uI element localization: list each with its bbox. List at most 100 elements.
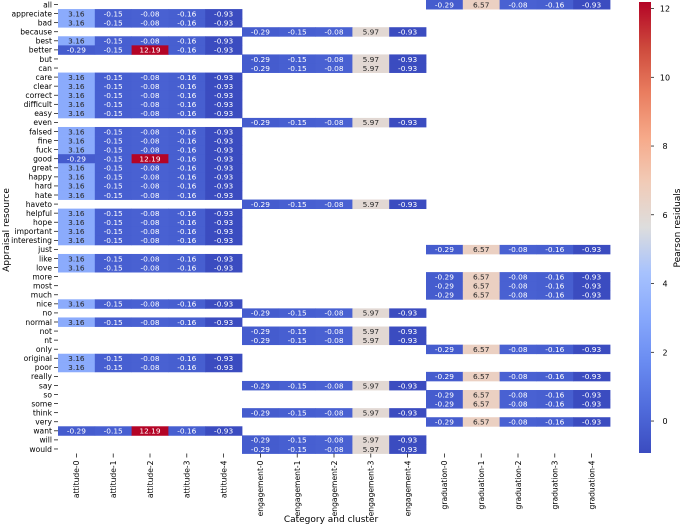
cell-value-label: -0.15 <box>104 427 123 436</box>
heatmap-cell <box>205 362 243 373</box>
heatmap-cell <box>389 408 427 418</box>
cell-value-label: -0.29 <box>251 336 270 345</box>
cell-value-label: 3.16 <box>68 109 85 118</box>
y-tick-label: not <box>40 327 52 336</box>
cell-value-label: -0.93 <box>214 300 233 309</box>
cell-value-label: 5.97 <box>363 445 380 454</box>
cell-value-label: -0.08 <box>324 28 343 37</box>
heatmap-cell <box>536 399 574 409</box>
heatmap-cell <box>462 290 500 300</box>
cell-value-label: -0.08 <box>324 408 343 417</box>
cell-value-label: -0.08 <box>508 390 527 399</box>
heatmap-cell <box>58 108 96 119</box>
heatmap-cell <box>94 190 132 200</box>
heatmap-cell <box>426 399 464 409</box>
cell-value-label: -0.15 <box>288 309 307 318</box>
cell-value-label: 3.16 <box>68 254 85 263</box>
heatmap-cell <box>205 154 243 164</box>
heatmap-cell <box>426 344 464 355</box>
heatmap-cell <box>462 244 500 255</box>
cell-value-label: -0.15 <box>104 145 123 154</box>
cell-value-label: -0.16 <box>177 173 196 182</box>
heatmap-cell <box>462 272 500 282</box>
cell-value-label: -0.29 <box>435 282 454 291</box>
y-tick-label: want <box>33 427 52 436</box>
heatmap-cell <box>131 99 169 110</box>
heatmap-cell <box>94 72 132 83</box>
cell-value-label: -0.15 <box>104 191 123 200</box>
heatmap-cell <box>536 371 574 382</box>
cell-value-label: -0.29 <box>435 390 454 399</box>
heatmap-cell <box>168 9 206 19</box>
x-tick-label: engagement-1 <box>293 460 302 516</box>
cell-value-label: -0.08 <box>140 363 159 372</box>
cell-value-label: -0.16 <box>545 245 564 254</box>
heatmap-cell <box>205 426 243 436</box>
heatmap-cell <box>168 18 206 28</box>
cell-value-label: -0.16 <box>545 272 564 281</box>
heatmap-cell <box>58 154 96 164</box>
cell-value-label: -0.93 <box>398 118 417 127</box>
heatmap-cell <box>58 81 96 92</box>
heatmap-cell <box>168 299 206 309</box>
cell-value-label: -0.08 <box>324 381 343 390</box>
heatmap-cell <box>168 172 206 182</box>
heatmap-cell <box>426 290 464 300</box>
cell-value-label: -0.16 <box>545 399 564 408</box>
cell-value-label: -0.15 <box>288 118 307 127</box>
y-tick-label: correct <box>25 91 52 100</box>
cell-value-label: -0.16 <box>545 0 564 9</box>
heatmap-cell <box>205 90 243 101</box>
cell-value-label: -0.16 <box>545 390 564 399</box>
cell-value-label: -0.93 <box>214 109 233 118</box>
heatmap-cell <box>205 126 243 137</box>
cell-value-label: -0.08 <box>324 64 343 73</box>
cell-value-label: -0.08 <box>324 327 343 336</box>
heatmap-cell <box>352 335 390 346</box>
heatmap-cell <box>131 181 169 191</box>
cell-value-label: -0.29 <box>251 445 270 454</box>
cell-value-label: -0.93 <box>214 191 233 200</box>
cell-annotations: -0.29 6.57 -0.08 -0.16 -0.933.16 -0.15 -0.08 -0… <box>67 0 602 453</box>
heatmap-cell <box>315 199 353 210</box>
heatmap-cell <box>58 190 96 200</box>
cell-value-label: -0.93 <box>214 155 233 164</box>
heatmap-cell <box>389 326 427 336</box>
cell-value-label: 12.19 <box>139 155 160 164</box>
cell-value-label: -0.93 <box>214 82 233 91</box>
cell-value-label: 5.97 <box>363 200 380 209</box>
cell-value-label: -0.93 <box>582 282 601 291</box>
heatmap-cell <box>278 408 316 418</box>
heatmap-cell <box>205 163 243 173</box>
heatmap-cell <box>131 353 169 364</box>
heatmap-cell <box>94 145 132 155</box>
cell-value-label: -0.93 <box>214 91 233 100</box>
heatmap-cell <box>94 362 132 373</box>
cell-value-label: -0.15 <box>104 263 123 272</box>
heatmap-cell <box>131 217 169 228</box>
cell-value-label: -0.08 <box>324 55 343 64</box>
heatmap-cell <box>242 435 280 445</box>
cell-value-label: -0.93 <box>214 263 233 272</box>
heatmap-cell <box>205 353 243 364</box>
heatmap-cell <box>499 290 537 300</box>
y-tick-label: great <box>32 164 52 173</box>
heatmap-cell <box>278 27 316 37</box>
colorbar-tick-label: 2 <box>662 348 667 357</box>
y-tick-label: can <box>38 64 52 73</box>
cell-value-label: 3.16 <box>68 91 85 100</box>
y-tick-label: helpful <box>26 209 52 218</box>
heatmap-cell <box>131 154 169 164</box>
heatmap-cell <box>205 317 243 327</box>
cell-value-label: 3.16 <box>68 318 85 327</box>
cell-value-label: -0.15 <box>104 363 123 372</box>
heatmap-cell <box>131 426 169 436</box>
heatmap-cell <box>315 308 353 318</box>
cell-value-label: -0.15 <box>104 300 123 309</box>
cell-value-label: -0.29 <box>251 327 270 336</box>
heatmap-cell <box>131 45 169 55</box>
cell-value-label: -0.08 <box>324 436 343 445</box>
heatmap-cell <box>94 181 132 191</box>
heatmap-cell <box>278 444 316 454</box>
